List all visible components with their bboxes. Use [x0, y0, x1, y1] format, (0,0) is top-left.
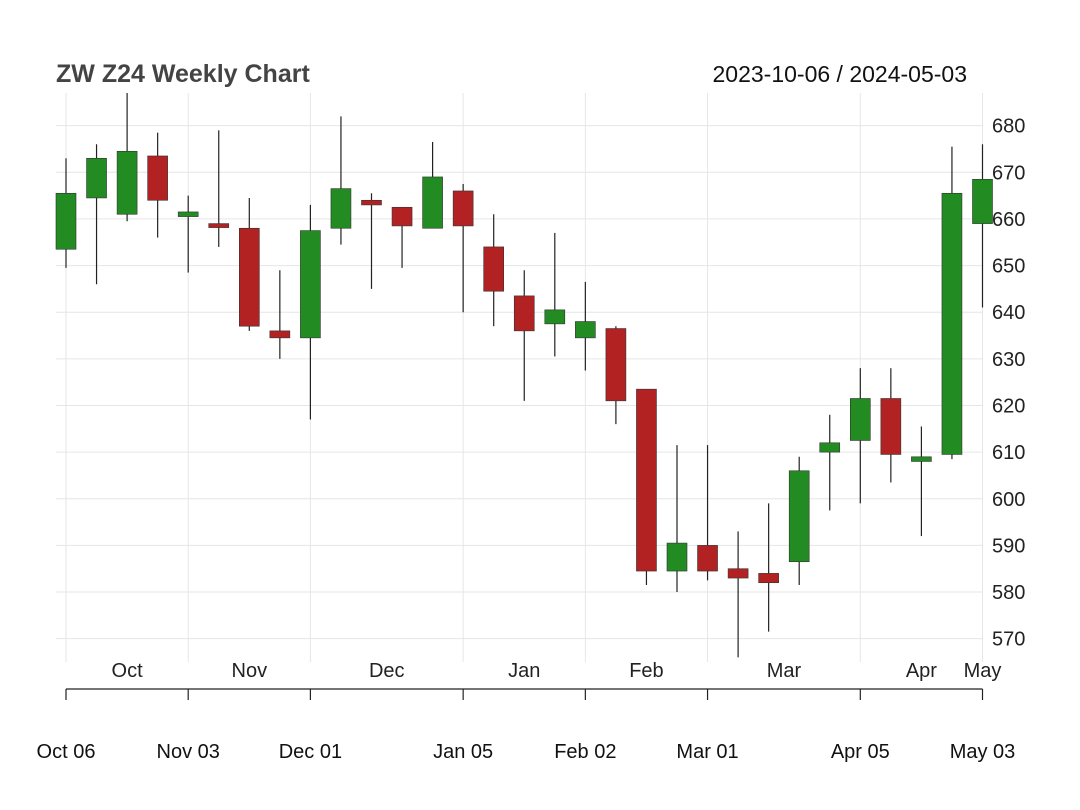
candle: [819, 414, 841, 511]
candle: [788, 456, 810, 586]
x-tick-label: Nov 03: [157, 741, 220, 763]
month-label: Dec: [369, 660, 405, 682]
candle: [239, 197, 260, 331]
grid-lines: [56, 93, 983, 662]
y-tick-label: 650: [992, 256, 1025, 278]
candle: [513, 270, 535, 401]
candle: [727, 531, 749, 658]
candle-body-down: [239, 227, 260, 327]
y-tick-label: 670: [992, 162, 1025, 184]
y-tick-label: 580: [992, 582, 1025, 604]
candle-body-down: [452, 190, 474, 227]
month-label: Oct: [112, 660, 144, 682]
candle-body-down: [483, 246, 505, 292]
candle: [300, 204, 321, 420]
candle-body-up: [972, 178, 993, 224]
x-axis: Oct 06 Nov 03 Dec 01 Jan 05 Feb 02 Mar 01 Apr …: [37, 688, 1016, 763]
month-label: Mar: [767, 660, 802, 682]
y-tick-label: 620: [992, 395, 1025, 417]
candle-body-up: [55, 192, 77, 250]
candle: [86, 144, 107, 285]
candles-layer: [55, 93, 993, 658]
candle-body-down: [605, 328, 627, 402]
candle-body-down: [636, 388, 657, 572]
candle-body-up: [575, 321, 596, 339]
candle: [483, 214, 505, 327]
candle: [422, 141, 443, 229]
candle: [330, 116, 352, 245]
candle: [758, 503, 779, 632]
month-label: Nov: [232, 660, 268, 682]
candle-body-down: [147, 155, 168, 201]
candle: [269, 270, 291, 359]
y-tick-label: 600: [992, 489, 1025, 511]
candle: [544, 232, 566, 357]
candle: [880, 368, 902, 483]
month-labels: Oct Nov Dec Jan Feb Mar Apr May: [112, 660, 1002, 682]
candle-body-down: [697, 545, 718, 572]
candle-body-down: [391, 206, 413, 227]
candle: [666, 445, 688, 593]
candle-body-up: [819, 442, 841, 453]
candle: [697, 445, 718, 581]
candle: [911, 426, 932, 537]
date-range-label: 2023-10-06 / 2024-05-03: [713, 61, 967, 87]
candle: [177, 195, 199, 273]
candle-body-up: [666, 542, 688, 572]
x-tick-label: Mar 01: [676, 741, 738, 763]
candle-body-up: [849, 398, 871, 441]
y-tick-label: 680: [992, 116, 1025, 138]
candle-body-up: [177, 211, 199, 217]
candle-body-up: [422, 176, 443, 229]
x-tick-label: Oct 06: [37, 741, 96, 763]
month-label: Jan: [508, 660, 540, 682]
candle: [116, 93, 138, 222]
candle: [147, 132, 168, 238]
candle-body-down: [208, 223, 230, 228]
candle-body-down: [727, 568, 749, 579]
candle-body-down: [361, 199, 382, 206]
candle-body-down: [513, 295, 535, 332]
candle: [55, 158, 77, 268]
candle-body-up: [330, 188, 352, 229]
candle-body-down: [269, 330, 291, 339]
y-tick-label: 570: [992, 629, 1025, 651]
candle-body-up: [941, 192, 963, 455]
candle: [849, 368, 871, 504]
candle-body-up: [116, 150, 138, 215]
chart-title: ZW Z24 Weekly Chart: [56, 60, 310, 88]
candle-body-up: [300, 230, 321, 339]
month-label: May: [964, 660, 1002, 682]
candle: [972, 144, 993, 308]
candle-body-up: [544, 309, 566, 325]
candle: [452, 183, 474, 313]
candle: [636, 388, 657, 586]
month-label: Apr: [906, 660, 937, 682]
x-tick-label: Jan 05: [433, 741, 493, 763]
candle-body-up: [788, 470, 810, 563]
candle-body-up: [86, 157, 107, 199]
x-tick-label: Apr 05: [831, 741, 890, 763]
y-tick-label: 660: [992, 209, 1025, 231]
candle-body-down: [758, 573, 779, 584]
candle: [941, 146, 963, 460]
candle: [208, 130, 230, 247]
x-tick-label: May 03: [950, 741, 1016, 763]
x-tick-label: Feb 02: [554, 741, 616, 763]
candle: [391, 206, 413, 268]
candle: [605, 326, 627, 425]
candle-body-up: [911, 456, 932, 462]
y-tick-label: 590: [992, 535, 1025, 557]
y-axis: 570 580 590 600 610 620 630 640 650 660 670 680: [992, 116, 1025, 651]
x-tick-label: Dec 01: [279, 741, 342, 763]
y-tick-label: 610: [992, 442, 1025, 464]
candle: [361, 193, 382, 289]
y-tick-label: 630: [992, 349, 1025, 371]
candle-body-down: [880, 398, 902, 455]
month-label: Feb: [629, 660, 663, 682]
y-tick-label: 640: [992, 302, 1025, 324]
candle: [575, 281, 596, 371]
